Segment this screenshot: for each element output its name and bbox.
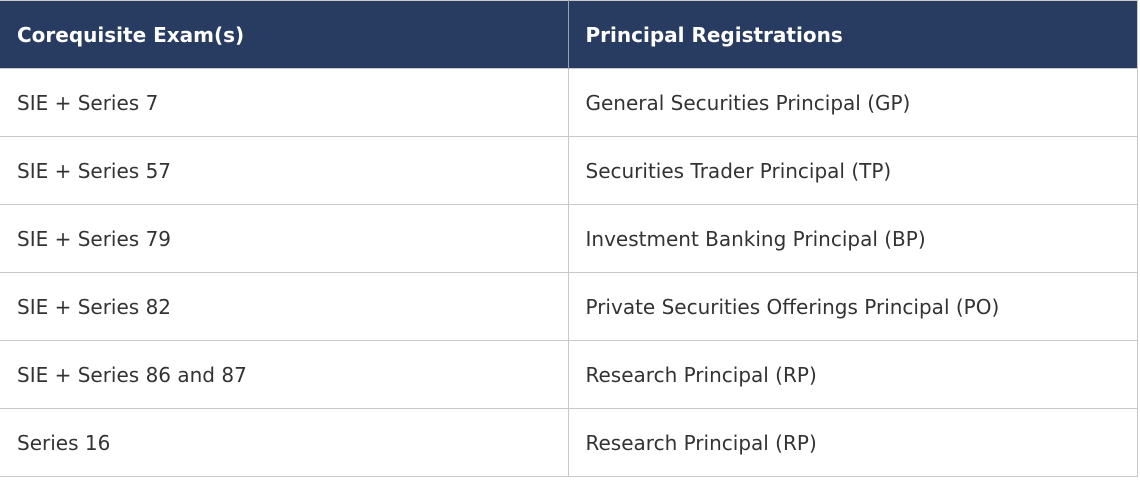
header-row: Corequisite Exam(s) Principal Registrati… xyxy=(0,0,1138,69)
exam-cell: SIE + Series 82 xyxy=(0,272,569,341)
registration-cell: Investment Banking Principal (BP) xyxy=(567,204,1138,273)
table-row: SIE + Series 7 General Securities Princi… xyxy=(0,68,1138,137)
table-row: SIE + Series 79 Investment Banking Princ… xyxy=(0,204,1138,273)
table-row: SIE + Series 86 and 87 Research Principa… xyxy=(0,340,1138,409)
header-principal-registrations: Principal Registrations xyxy=(568,0,1138,69)
exam-cell: Series 16 xyxy=(0,408,569,477)
registration-cell: Research Principal (RP) xyxy=(567,408,1138,477)
registration-cell: Securities Trader Principal (TP) xyxy=(567,136,1138,205)
exam-cell: SIE + Series 86 and 87 xyxy=(0,340,569,409)
exam-cell: SIE + Series 57 xyxy=(0,136,569,205)
registration-cell: Private Securities Offerings Principal (… xyxy=(567,272,1138,341)
table-row: SIE + Series 57 Securities Trader Princi… xyxy=(0,136,1138,205)
exam-cell: SIE + Series 79 xyxy=(0,204,569,273)
exam-cell: SIE + Series 7 xyxy=(0,68,569,137)
header-corequisite-exams: Corequisite Exam(s) xyxy=(0,0,569,69)
table-row: Series 16 Research Principal (RP) xyxy=(0,408,1138,477)
registration-cell: Research Principal (RP) xyxy=(567,340,1138,409)
registration-cell: General Securities Principal (GP) xyxy=(567,68,1138,137)
table-row: SIE + Series 82 Private Securities Offer… xyxy=(0,272,1138,341)
